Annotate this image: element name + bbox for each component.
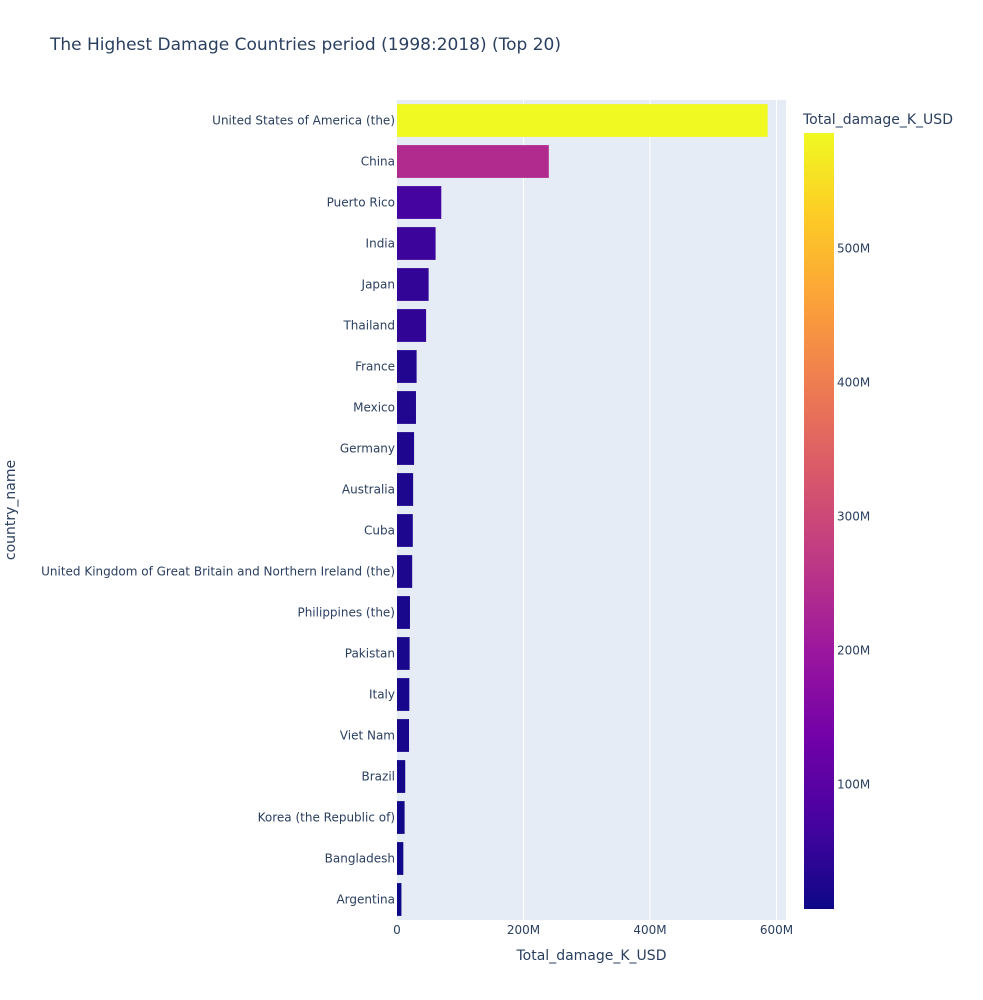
bar (397, 555, 413, 588)
category-label: Philippines (the) (297, 606, 395, 620)
x-tick-label: 400M (633, 923, 666, 937)
category-label: Bangladesh (325, 852, 395, 866)
bar (397, 842, 404, 875)
category-label: Germany (340, 442, 395, 456)
bar (397, 350, 417, 383)
bar (397, 883, 402, 916)
bar (397, 473, 414, 506)
grid-lines (523, 100, 778, 920)
category-label: France (355, 360, 395, 374)
bars (397, 104, 768, 916)
bar (397, 760, 406, 793)
bar (397, 268, 429, 301)
bar (397, 145, 549, 178)
x-tick-labels: 0 200M 400M 600M (393, 923, 793, 937)
category-label: China (361, 155, 395, 169)
category-label: Australia (342, 483, 395, 497)
bar (397, 719, 410, 752)
category-label: Italy (369, 688, 395, 702)
category-label: Puerto Rico (327, 196, 395, 210)
x-tick-label: 600M (760, 923, 793, 937)
chart-title: The Highest Damage Countries period (199… (49, 35, 561, 55)
colorbar-tick-label: 200M (837, 643, 870, 657)
colorbar-tick-label: 400M (837, 375, 870, 389)
y-axis-title: country_name (3, 460, 19, 560)
colorbar-title: Total_damage_K_USD (802, 112, 953, 128)
category-label: Cuba (364, 524, 395, 538)
bar (397, 678, 410, 711)
plot-area (397, 100, 786, 920)
bar (397, 309, 427, 342)
x-tick-label: 200M (507, 923, 540, 937)
colorbar-gradient (804, 133, 834, 909)
category-label: United Kingdom of Great Britain and Nort… (41, 565, 395, 579)
colorbar-tick-label: 500M (837, 241, 870, 255)
bar (397, 637, 410, 670)
bar (397, 514, 413, 547)
category-label: India (366, 237, 395, 251)
bar (397, 596, 410, 629)
colorbar-tick-label: 300M (837, 509, 870, 523)
bar (397, 186, 442, 219)
x-tick-label: 0 (393, 923, 401, 937)
colorbar: Total_damage_K_USD 100M 200M 300M 400M 500M (802, 112, 953, 909)
category-labels: United States of America (the) China Puert… (41, 114, 395, 907)
category-label: United States of America (the) (212, 114, 395, 128)
category-label: Korea (the Republic of) (258, 811, 395, 825)
colorbar-tick-labels: 100M 200M 300M 400M 500M (837, 241, 870, 791)
category-label: Viet Nam (340, 729, 395, 743)
category-label: Argentina (336, 893, 395, 907)
category-label: Pakistan (345, 647, 395, 661)
colorbar-tick-label: 100M (837, 777, 870, 791)
bar (397, 432, 415, 465)
bar (397, 104, 768, 137)
bar (397, 227, 436, 260)
category-label: Japan (361, 278, 395, 292)
bar (397, 801, 405, 834)
category-label: Thailand (342, 319, 395, 333)
bar (397, 391, 416, 424)
category-label: Mexico (353, 401, 395, 415)
x-axis-title: Total_damage_K_USD (516, 948, 667, 964)
category-label: Brazil (362, 770, 396, 784)
